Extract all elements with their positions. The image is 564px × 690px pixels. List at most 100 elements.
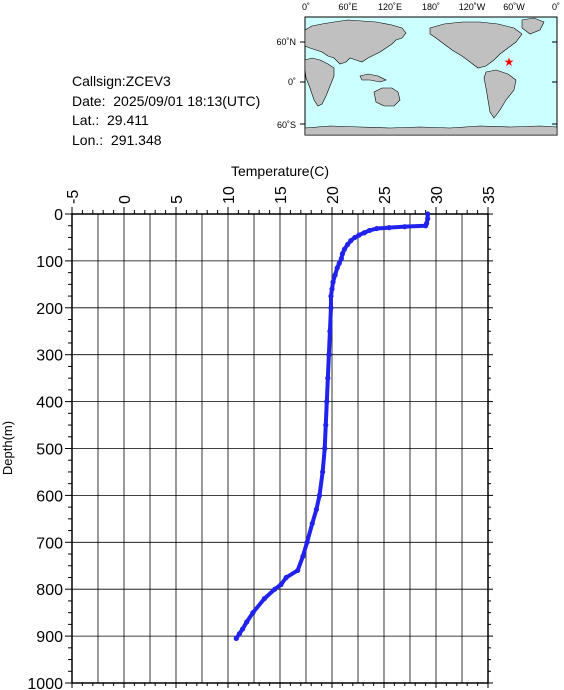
data-point <box>336 260 342 266</box>
series-group <box>233 211 431 642</box>
map-lon-label: 180˚ <box>422 2 440 12</box>
data-point <box>283 574 289 581</box>
x-tick-label: 15 <box>273 186 290 204</box>
data-point <box>374 225 380 232</box>
x-tick-label: -5 <box>65 190 82 204</box>
y-tick-labels: 0 100 200 300 400 500 600 700 800 900 1000 <box>27 207 63 690</box>
data-point <box>300 553 306 559</box>
data-point <box>339 251 345 257</box>
x-tick-label: 30 <box>429 186 446 204</box>
latitude-text: Lat.: 29.411 <box>72 112 149 128</box>
data-point <box>324 399 330 405</box>
data-point <box>239 626 246 632</box>
data-point <box>332 272 338 278</box>
x-tick-label: 25 <box>377 186 394 204</box>
plot-frame <box>71 213 489 684</box>
data-point <box>328 305 334 311</box>
y-tick-label: 100 <box>36 254 63 271</box>
data-point <box>233 635 239 642</box>
callsign-text: Callsign:ZCEV3 <box>72 73 171 89</box>
data-point <box>352 234 358 241</box>
data-point <box>402 224 408 230</box>
map-lon-label: 0˚ <box>552 2 560 12</box>
data-point <box>327 328 333 334</box>
y-axis-label: Depth(m) <box>0 421 15 475</box>
data-point <box>345 241 351 248</box>
y-tick-label: 0 <box>54 207 63 224</box>
data-point <box>361 230 367 236</box>
data-point <box>423 223 429 229</box>
data-point <box>425 216 431 222</box>
station-info: Callsign:ZCEV3 Date: 2025/09/01 18:13(UT… <box>72 72 260 150</box>
data-point <box>348 238 354 244</box>
y-tick-label: 200 <box>36 301 63 318</box>
y-tick-label: 300 <box>36 348 63 365</box>
map-lat-label: 60˚S <box>277 120 296 130</box>
map-lon-label: 60˚E <box>338 2 357 12</box>
map-lon-label: 60˚W <box>503 2 525 12</box>
data-point <box>330 279 336 285</box>
data-point <box>316 492 323 498</box>
map-lat-label: 0˚ <box>288 77 296 87</box>
map-lon-label: 120˚W <box>459 2 486 12</box>
data-point <box>261 595 267 602</box>
x-tick-labels: -5 0 5 10 15 20 25 30 35 <box>65 186 498 204</box>
data-point <box>356 232 362 238</box>
data-point <box>328 293 334 299</box>
station-marker-icon: ★ <box>504 55 515 69</box>
data-point <box>323 422 329 428</box>
date-text: Date: 2025/09/01 18:13(UTC) <box>72 92 261 109</box>
map-lat-label: 60˚N <box>276 37 296 47</box>
data-point <box>278 581 284 588</box>
y-tick-label: 500 <box>36 442 63 459</box>
x-tick-label: 0 <box>117 195 134 204</box>
x-axis-label: Temperature(C) <box>231 163 329 179</box>
data-point <box>272 586 278 592</box>
y-tick-label: 700 <box>36 535 63 552</box>
land-indonesia <box>359 73 387 83</box>
map-lon-label: 120˚E <box>378 2 402 12</box>
location-map: ★ 0˚ 60˚E 120˚E 180˚ 120˚W 60˚W 0˚ 60˚N … <box>276 2 560 136</box>
data-point <box>295 567 301 574</box>
data-point <box>313 506 319 513</box>
data-point <box>329 286 335 292</box>
map-ticks <box>300 41 557 125</box>
data-point <box>334 265 340 271</box>
data-point <box>322 445 328 452</box>
x-tick-label: 5 <box>169 195 186 204</box>
x-tick-label: 10 <box>221 186 238 204</box>
data-point <box>338 255 344 262</box>
x-tick-label: 20 <box>325 186 342 204</box>
data-point <box>425 211 431 217</box>
y-tick-label: 1000 <box>27 676 63 690</box>
data-point <box>366 227 373 234</box>
data-point <box>325 375 331 381</box>
data-point <box>320 469 326 475</box>
land-africa <box>304 57 335 107</box>
land-eurasia <box>304 19 407 65</box>
chart-ticks <box>65 207 493 688</box>
map-lon-label: 0˚ <box>302 2 310 12</box>
data-point <box>309 520 315 527</box>
data-point <box>341 246 348 252</box>
y-tick-label: 800 <box>36 582 63 599</box>
chart-grid <box>71 213 489 684</box>
x-tick-label: 35 <box>481 186 498 204</box>
data-point <box>236 631 243 637</box>
y-tick-label: 400 <box>36 395 63 412</box>
data-point <box>304 539 310 545</box>
data-point <box>386 225 392 231</box>
data-point <box>250 610 256 616</box>
y-tick-label: 900 <box>36 629 63 646</box>
land-north-america <box>429 21 523 69</box>
land-antarctica <box>304 125 558 136</box>
longitude-text: Lon.: 291.348 <box>72 131 162 148</box>
data-point <box>244 619 250 625</box>
map-land <box>304 17 558 136</box>
y-tick-label: 600 <box>36 488 63 505</box>
land-australia <box>373 87 401 107</box>
land-greenland <box>521 17 545 35</box>
data-point <box>326 352 332 358</box>
land-south-america <box>483 69 517 119</box>
